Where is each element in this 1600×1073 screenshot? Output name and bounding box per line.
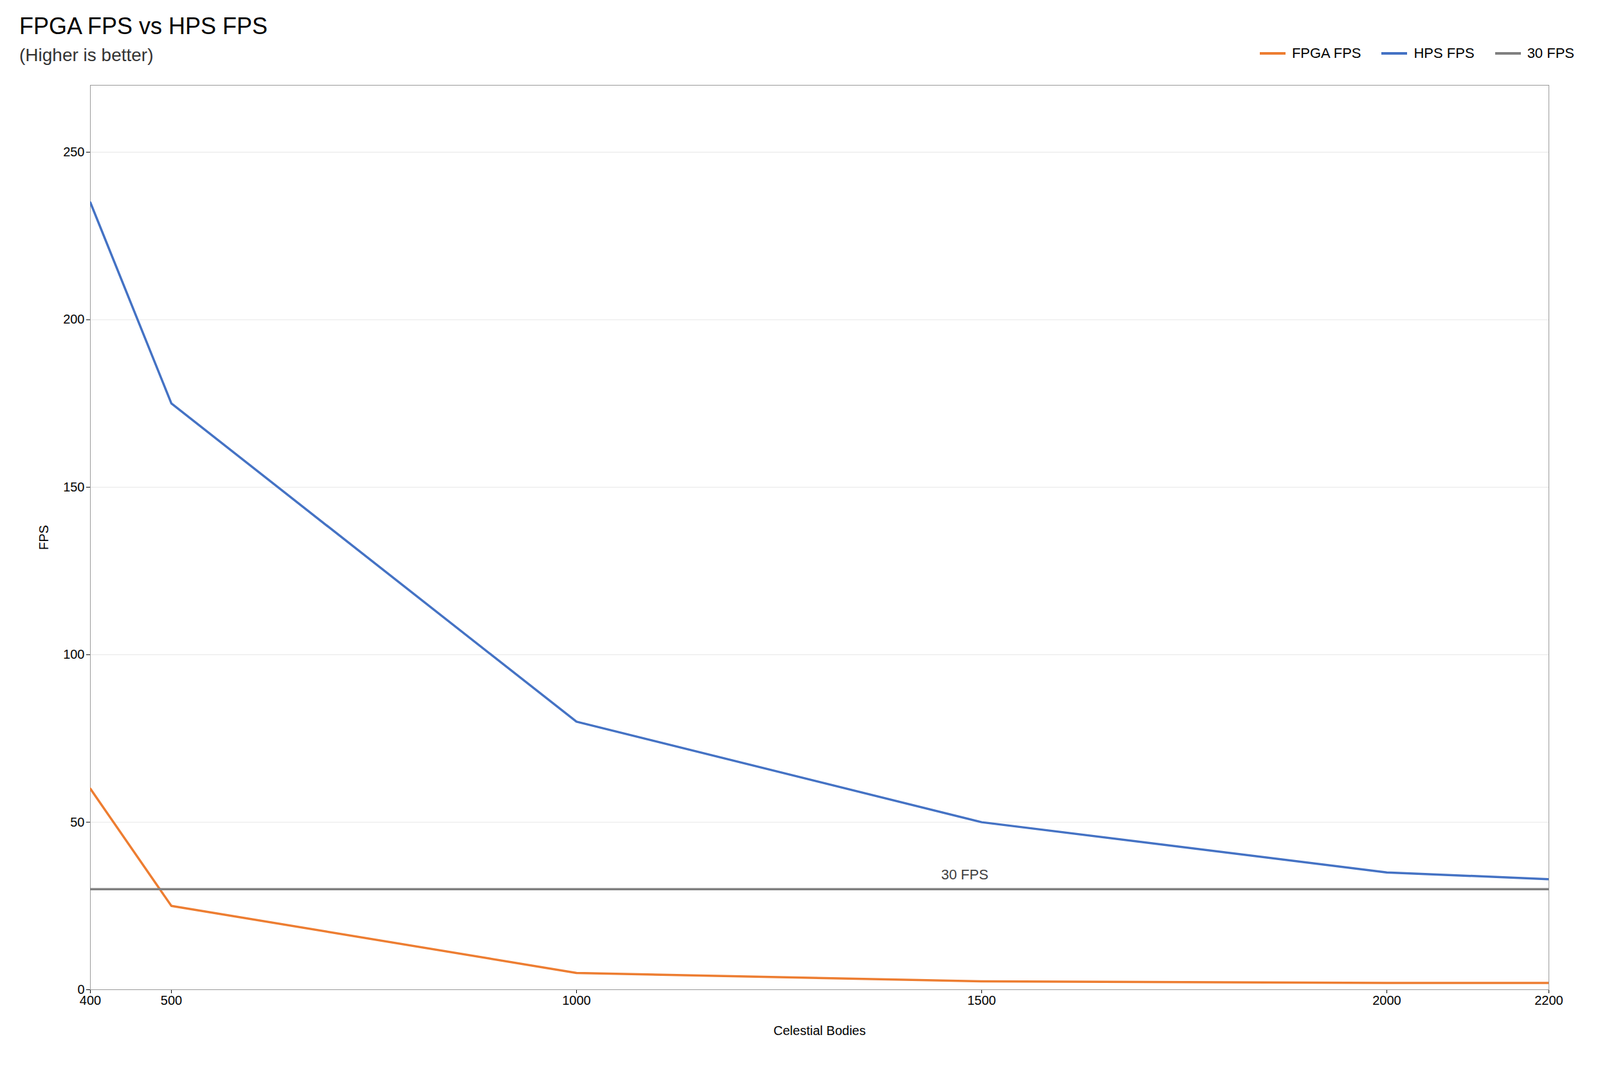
html-text:(Higher is better): (Higher is better) <box>19 45 154 65</box>
html-text:30 FPS: 30 FPS <box>1527 45 1575 62</box>
svg-text:1500: 1500 <box>967 992 997 1008</box>
svg-text:250: 250 <box>63 144 85 159</box>
svg-text:1000: 1000 <box>562 992 591 1008</box>
svg-text:150: 150 <box>63 479 85 494</box>
svg-text:30 FPS: 30 FPS <box>941 866 989 883</box>
svg-text:FPS: FPS <box>36 524 51 550</box>
svg-text:500: 500 <box>160 992 182 1008</box>
html-text:FPGA FPS vs HPS FPS: FPGA FPS vs HPS FPS <box>19 12 268 40</box>
svg-text:2200: 2200 <box>1534 992 1564 1008</box>
svg-text:Celestial Bodies: Celestial Bodies <box>773 1023 866 1038</box>
svg-text:200: 200 <box>63 311 85 327</box>
svg-text:0: 0 <box>77 981 85 997</box>
svg-text:2000: 2000 <box>1372 992 1402 1008</box>
svg-text:50: 50 <box>70 814 85 829</box>
svg-text:100: 100 <box>63 646 85 662</box>
svg-text:400: 400 <box>79 992 101 1008</box>
html-text:HPS FPS: HPS FPS <box>1413 45 1475 62</box>
html-text:FPGA FPS: FPGA FPS <box>1291 45 1362 62</box>
